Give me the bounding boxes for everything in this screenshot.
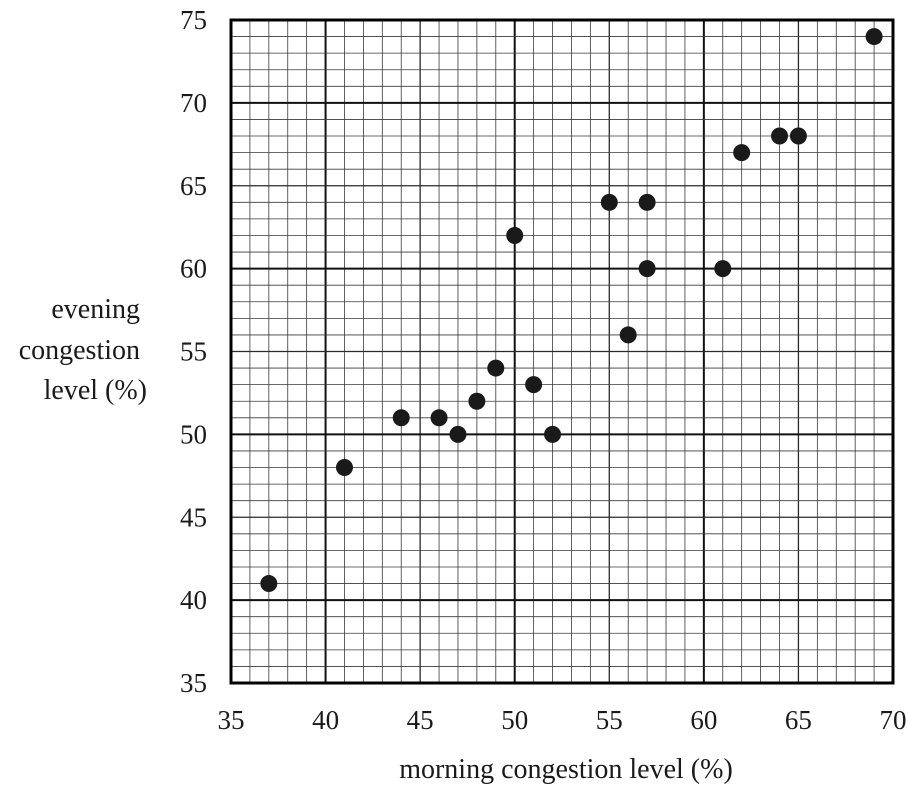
y-axis-label-line-3: level (%)	[44, 375, 147, 406]
data-point	[789, 127, 807, 145]
grid	[230, 19, 894, 684]
data-points	[260, 28, 883, 593]
y-tick-label: 60	[180, 254, 207, 284]
x-tick-label: 45	[407, 705, 434, 735]
data-point	[771, 127, 789, 145]
x-tick-label: 35	[218, 705, 245, 735]
y-axis-label: evening congestion level (%)	[19, 294, 147, 406]
data-point	[506, 226, 524, 244]
data-point	[638, 193, 656, 211]
y-tick-label: 45	[180, 502, 207, 532]
data-point	[449, 425, 467, 443]
data-point	[733, 144, 751, 162]
y-tick-labels: 35 40 45 50 55 60 65 70 75	[180, 5, 207, 698]
plot-frame	[229, 18, 895, 685]
data-point	[865, 28, 883, 46]
y-tick-label: 75	[180, 5, 207, 35]
y-tick-label: 70	[180, 88, 207, 118]
data-point	[638, 260, 656, 278]
y-tick-label: 50	[180, 419, 207, 449]
y-tick-label: 65	[180, 171, 207, 201]
data-point	[430, 409, 448, 427]
data-point	[714, 260, 732, 278]
data-point	[392, 409, 410, 427]
data-point	[335, 459, 353, 477]
data-point	[600, 193, 618, 211]
y-axis-label-line-2: congestion	[19, 335, 140, 366]
data-point	[468, 392, 486, 410]
x-tick-label: 55	[596, 705, 623, 735]
data-point	[619, 326, 637, 344]
y-tick-label: 55	[180, 337, 207, 367]
x-tick-label: 40	[312, 705, 339, 735]
x-tick-label: 65	[785, 705, 812, 735]
y-tick-label: 35	[180, 668, 207, 698]
data-point	[544, 425, 562, 443]
x-axis-label: morning congestion level (%)	[399, 754, 733, 785]
x-tick-label: 70	[880, 705, 907, 735]
data-point	[487, 359, 505, 377]
data-point	[260, 575, 278, 593]
x-tick-label: 60	[690, 705, 717, 735]
y-tick-label: 40	[180, 585, 207, 615]
data-point	[525, 376, 543, 394]
y-axis-label-line-1: evening	[51, 294, 140, 325]
x-tick-label: 50	[501, 705, 528, 735]
x-tick-labels: 35 40 45 50 55 60 65 70	[218, 705, 907, 735]
